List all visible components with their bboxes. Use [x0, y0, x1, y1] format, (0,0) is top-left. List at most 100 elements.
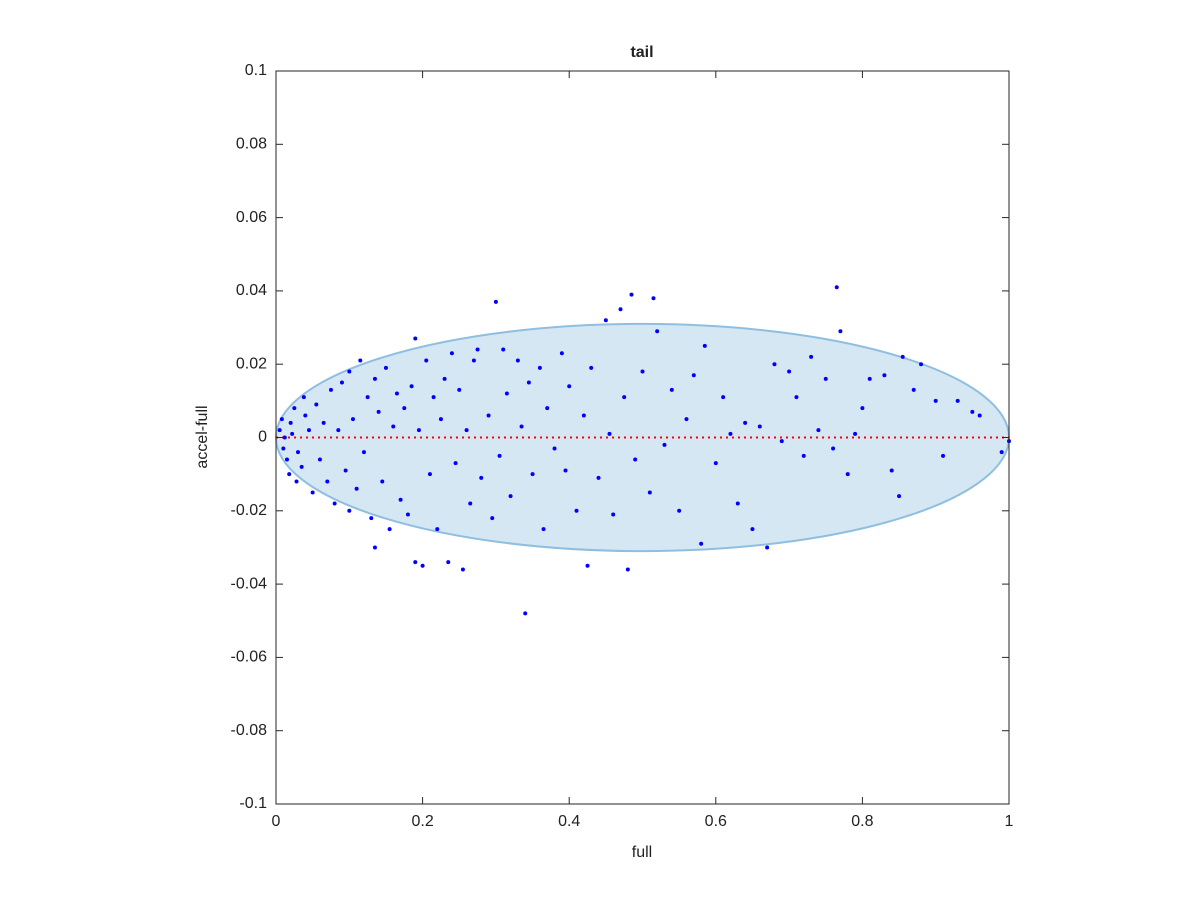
point — [977, 413, 982, 418]
point — [321, 420, 326, 425]
point — [801, 453, 806, 458]
point — [336, 428, 341, 433]
point — [750, 527, 755, 532]
point — [526, 380, 531, 385]
point — [453, 461, 458, 466]
point — [853, 431, 858, 436]
point — [787, 369, 792, 374]
point — [402, 406, 407, 411]
point — [347, 369, 352, 374]
point — [684, 417, 689, 422]
point — [640, 369, 645, 374]
point — [702, 343, 707, 348]
point — [457, 387, 462, 392]
point — [765, 545, 770, 550]
point — [358, 358, 363, 363]
point — [449, 351, 454, 356]
chart-title: tail — [630, 44, 653, 61]
point — [567, 384, 572, 389]
point — [479, 475, 484, 480]
y-tick-label: 0.1 — [245, 62, 267, 79]
point — [303, 413, 308, 418]
point — [919, 362, 924, 367]
point — [669, 387, 674, 392]
point — [882, 373, 887, 378]
point — [306, 428, 311, 433]
point — [290, 431, 295, 436]
y-tick-label: 0.02 — [236, 355, 267, 372]
point — [343, 468, 348, 473]
point — [486, 413, 491, 418]
point — [618, 307, 623, 312]
point — [699, 541, 704, 546]
point — [310, 490, 315, 495]
point — [603, 318, 608, 323]
point — [383, 365, 388, 370]
y-tick-label: 0 — [258, 429, 267, 446]
point — [574, 508, 579, 513]
point — [460, 567, 465, 572]
point — [728, 431, 733, 436]
y-tick-label: 0.08 — [236, 136, 267, 153]
point — [292, 406, 297, 411]
point — [471, 358, 476, 363]
point — [743, 420, 748, 425]
point — [625, 567, 630, 572]
point — [361, 450, 366, 455]
point — [277, 428, 282, 433]
point — [295, 450, 300, 455]
point — [933, 398, 938, 403]
point — [845, 472, 850, 477]
point — [867, 376, 872, 381]
point — [537, 365, 542, 370]
point — [398, 497, 403, 502]
point — [860, 406, 865, 411]
point — [464, 428, 469, 433]
point — [282, 435, 287, 440]
point — [405, 512, 410, 517]
y-tick-label: 0.06 — [236, 209, 267, 226]
x-tick-label: 0.6 — [705, 813, 727, 830]
point — [596, 475, 601, 480]
point — [611, 512, 616, 517]
point — [633, 457, 638, 462]
y-tick-label: -0.1 — [239, 795, 267, 812]
point — [424, 358, 429, 363]
point — [647, 490, 652, 495]
point — [376, 409, 381, 414]
point — [409, 384, 414, 389]
point — [442, 376, 447, 381]
x-tick-label: 0.8 — [851, 813, 873, 830]
point — [838, 329, 843, 334]
point — [468, 501, 473, 506]
point — [721, 395, 726, 400]
point — [970, 409, 975, 414]
point — [328, 387, 333, 392]
point — [294, 479, 299, 484]
point — [372, 376, 377, 381]
point — [831, 446, 836, 451]
y-tick-label: -0.06 — [231, 649, 268, 666]
point — [301, 395, 306, 400]
point — [691, 373, 696, 378]
point — [431, 395, 436, 400]
point — [530, 472, 535, 477]
point — [941, 453, 946, 458]
point — [490, 516, 495, 521]
point — [559, 351, 564, 356]
point — [999, 450, 1004, 455]
point — [779, 439, 784, 444]
point — [284, 457, 289, 462]
point — [911, 387, 916, 392]
point — [501, 347, 506, 352]
point — [655, 329, 660, 334]
point — [816, 428, 821, 433]
x-tick-label: 0 — [272, 813, 281, 830]
point — [585, 563, 590, 568]
point — [387, 527, 392, 532]
point — [299, 464, 304, 469]
point — [394, 391, 399, 396]
point — [834, 285, 839, 290]
point — [325, 479, 330, 484]
x-axis-label: full — [632, 844, 652, 861]
